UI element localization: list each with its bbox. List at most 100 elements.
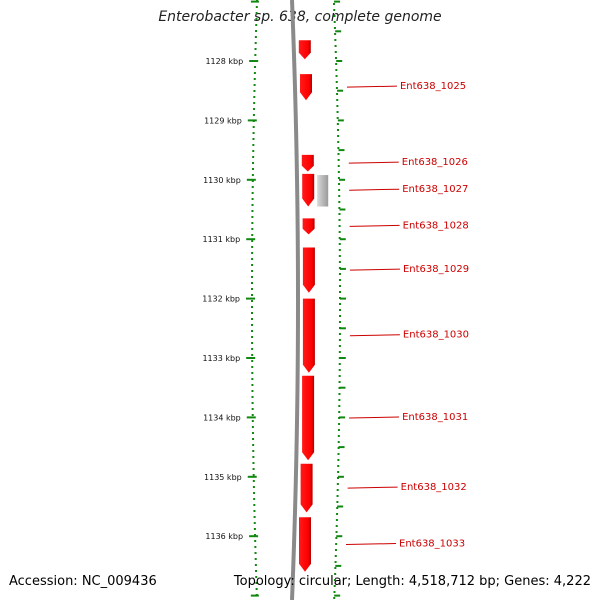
outer-scale-dot xyxy=(336,111,339,113)
inner-scale-dot xyxy=(252,114,255,116)
inner-scale-dot xyxy=(253,96,256,98)
inner-scale-dot xyxy=(253,510,256,512)
outer-scale-dot xyxy=(335,531,338,533)
inner-scale-dot xyxy=(251,372,254,374)
inner-scale-dot xyxy=(251,378,254,380)
gene-label-leader xyxy=(349,334,400,337)
scale-label: 1133 kbp xyxy=(202,354,240,363)
outer-scale-dot xyxy=(333,597,336,599)
outer-scale-dot xyxy=(338,249,341,251)
outer-scale-dot xyxy=(334,573,337,575)
outer-scale-tick xyxy=(334,594,341,597)
outer-scale-dot xyxy=(335,519,338,521)
inner-scale-dot xyxy=(252,162,255,164)
outer-scale-dot xyxy=(338,291,341,293)
outer-scale-dot xyxy=(335,75,338,77)
scale-major-tick xyxy=(247,475,257,478)
outer-scale-dot xyxy=(338,219,341,221)
gene-arrow xyxy=(300,463,313,513)
outer-scale-dot xyxy=(338,279,341,281)
outer-scale-dot xyxy=(333,585,336,587)
scale-major-tick xyxy=(249,60,259,62)
outer-scale-tick xyxy=(335,30,342,33)
outer-scale-dot xyxy=(338,243,341,245)
outer-scale-dot xyxy=(338,297,341,299)
outer-scale-dot xyxy=(334,561,337,563)
inner-scale-dot xyxy=(251,408,254,410)
inner-scale-dot xyxy=(251,204,254,206)
inner-scale-dot xyxy=(251,414,254,416)
genome-backbone xyxy=(290,0,301,600)
outer-scale-dot xyxy=(338,411,341,413)
inner-scale-dot xyxy=(253,90,256,92)
gene-label: Ent638_1031 xyxy=(402,412,468,423)
outer-scale-dot xyxy=(338,315,341,317)
inner-scale-dot xyxy=(251,354,254,356)
inner-scale-dot xyxy=(253,528,256,530)
outer-scale-tick xyxy=(339,238,346,241)
outer-scale-tick xyxy=(339,386,346,389)
outer-scale-dot xyxy=(333,15,336,17)
gene-label-leader xyxy=(349,224,400,227)
inner-scale-dot xyxy=(252,144,255,146)
outer-scale-dot xyxy=(338,375,341,377)
scale-label: 1136 kbp xyxy=(205,532,243,541)
inner-scale-dot xyxy=(251,282,254,284)
outer-scale-dot xyxy=(337,171,340,173)
inner-scale-dot xyxy=(251,402,254,404)
outer-scale-dot xyxy=(335,81,338,83)
inner-scale-dot xyxy=(252,132,255,134)
outer-scale-dot xyxy=(338,225,341,227)
outer-scale-dot xyxy=(338,237,341,239)
inner-scale-dot xyxy=(252,450,255,452)
inner-scale-dot xyxy=(253,516,256,518)
inner-scale-dot xyxy=(251,210,254,212)
inner-scale-dot xyxy=(251,420,254,422)
outer-scale-dot xyxy=(338,369,341,371)
outer-scale-tick xyxy=(335,564,342,567)
inner-scale-dot xyxy=(254,558,257,560)
outer-scale-tick xyxy=(337,475,344,478)
inner-scale-dot xyxy=(255,24,258,26)
inner-scale-dot xyxy=(253,84,256,86)
inner-scale-dot xyxy=(255,6,258,8)
outer-scale-tick xyxy=(339,416,346,419)
outer-scale-tick xyxy=(337,119,344,122)
inner-scale-dot xyxy=(254,66,257,68)
outer-scale-dot xyxy=(338,345,341,347)
outer-scale-dot xyxy=(336,495,339,497)
inner-scale-dot xyxy=(253,498,256,500)
inner-scale-dot xyxy=(251,324,254,326)
outer-scale-dot xyxy=(337,459,340,461)
outer-scale-dot xyxy=(336,105,339,107)
gene-label: Ent638_1028 xyxy=(403,220,469,231)
scale-label: 1129 kbp xyxy=(204,116,242,125)
outer-scale-dot xyxy=(338,363,341,365)
outer-scale-dot xyxy=(338,213,341,215)
gene-arrow xyxy=(299,517,311,572)
inner-scale-dot xyxy=(255,570,258,572)
outer-scale-dot xyxy=(335,87,338,89)
gene-arrow xyxy=(302,247,315,293)
outer-scale-dot xyxy=(337,177,340,179)
outer-scale-dot xyxy=(336,99,339,101)
outer-scale-dot xyxy=(337,435,340,437)
inner-scale-dot xyxy=(251,312,254,314)
inner-scale-dot xyxy=(251,168,254,170)
inner-scale-dot xyxy=(251,186,254,188)
gene-arrow xyxy=(301,154,314,172)
inner-scale-dot xyxy=(254,48,257,50)
gene-label-leader xyxy=(346,543,397,546)
inner-scale-dot xyxy=(251,390,254,392)
outer-scale-dot xyxy=(336,117,339,119)
inner-scale-dot xyxy=(251,180,254,182)
outer-scale-dot xyxy=(337,159,340,161)
outer-scale-dot xyxy=(333,591,336,593)
outer-scale-tick xyxy=(339,357,346,359)
inner-scale-dot xyxy=(251,336,254,338)
outer-scale-dot xyxy=(337,471,340,473)
outer-scale-tick xyxy=(334,0,341,3)
inner-scale-dot xyxy=(252,438,255,440)
outer-scale-dot xyxy=(338,381,341,383)
